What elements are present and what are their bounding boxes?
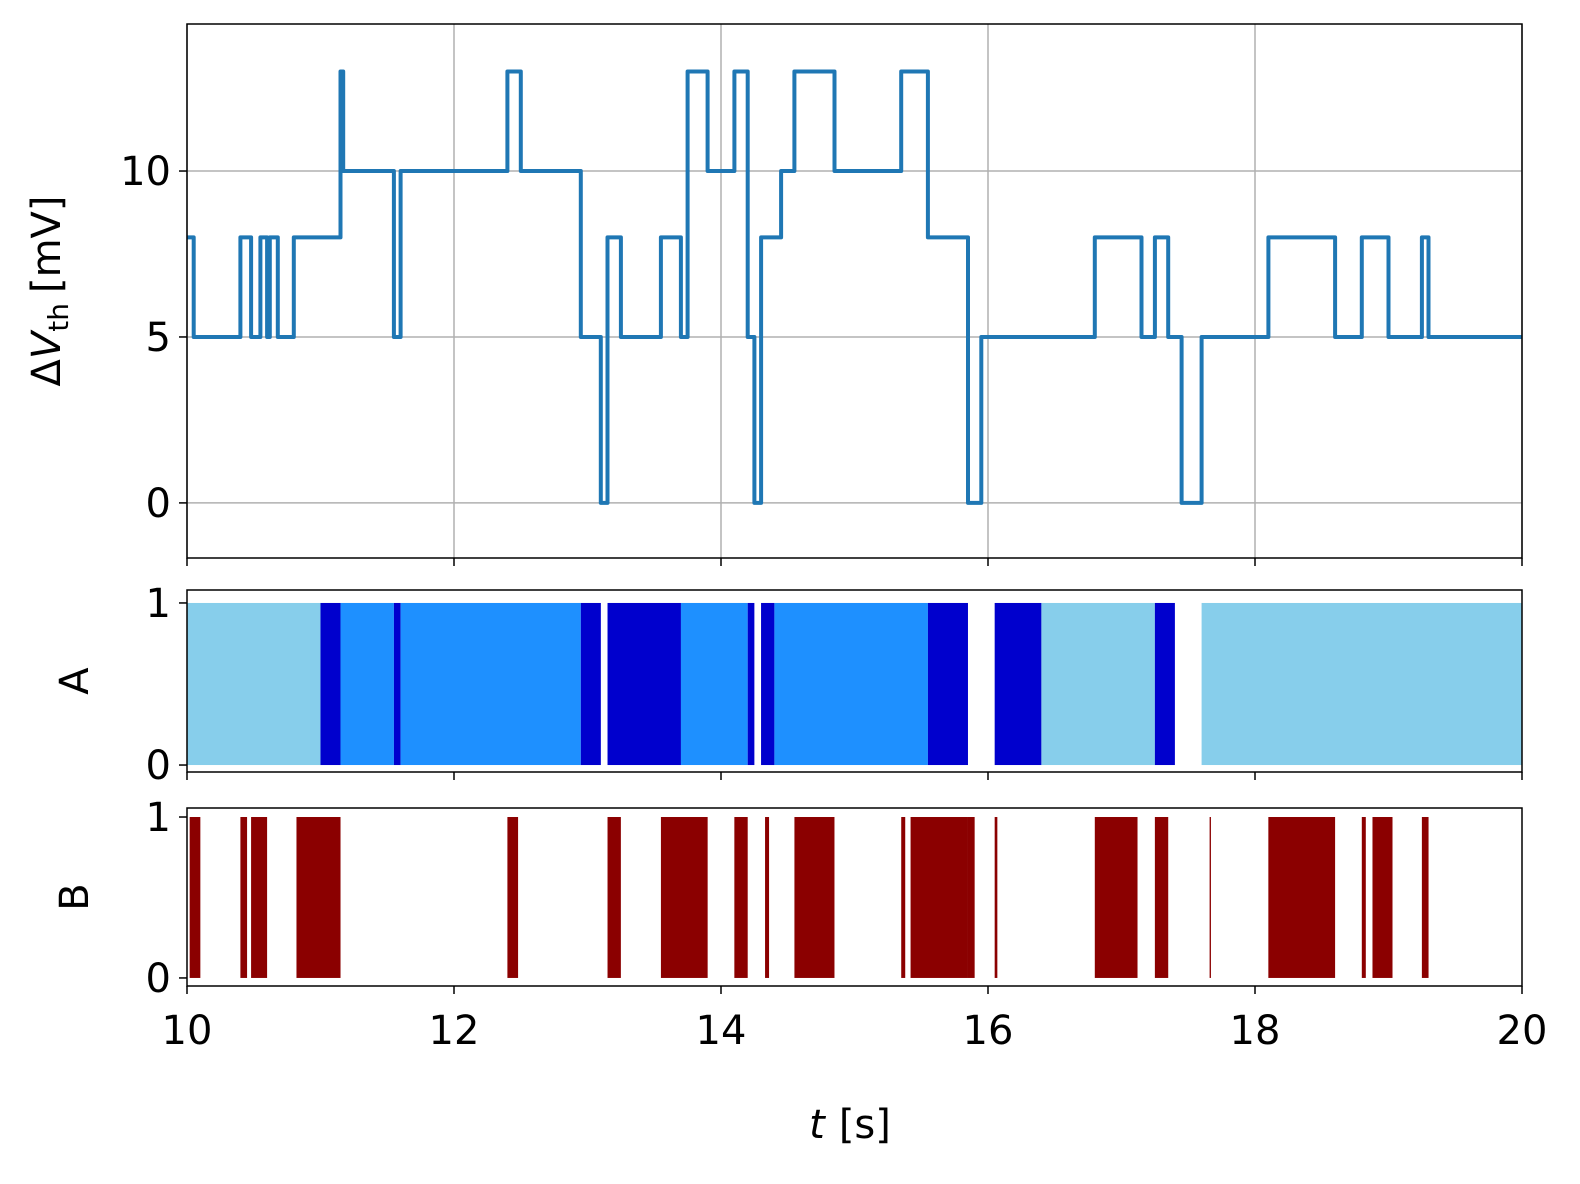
x-tick-label: 20 — [1497, 1008, 1548, 1054]
x-tick-label: 14 — [696, 1008, 747, 1054]
span-bar — [747, 602, 755, 766]
y-axis-label: B — [52, 883, 98, 910]
span-bar — [774, 602, 928, 766]
label-part: t — [809, 1102, 826, 1148]
span-bar — [994, 602, 1042, 766]
y-tick-label: 1 — [146, 795, 171, 841]
y-tick-label: 1 — [146, 581, 171, 627]
span-bar — [734, 817, 748, 978]
span-bar — [794, 817, 835, 978]
span-bar — [240, 817, 248, 978]
span-bar — [660, 817, 708, 978]
label-part: V — [24, 329, 70, 359]
span-bar — [607, 817, 621, 978]
span-bar — [187, 602, 321, 766]
span-bar — [1201, 602, 1522, 766]
x-tick-label: 16 — [963, 1008, 1014, 1054]
span-bar — [761, 602, 775, 766]
y-axis-label: A — [52, 667, 98, 695]
x-axis-label: t [s] — [809, 1102, 891, 1148]
span-bar — [320, 602, 341, 766]
label-part: th — [42, 303, 75, 332]
span-bar — [910, 817, 968, 978]
span-bar — [967, 817, 975, 978]
label-part: Δ — [24, 359, 70, 387]
span-bar — [580, 602, 601, 766]
span-bar — [901, 817, 906, 978]
span-bar — [1268, 817, 1336, 978]
span-bar — [340, 602, 394, 766]
span-bar — [994, 817, 998, 978]
data-line — [187, 69, 1522, 505]
span-bar — [507, 817, 519, 978]
x-tick-label: 12 — [429, 1008, 480, 1054]
span-bar — [765, 817, 770, 978]
label-part: [s] — [839, 1102, 891, 1148]
span-bar — [1209, 817, 1211, 978]
span-bar — [1372, 817, 1393, 978]
span-bar — [296, 817, 341, 978]
span-bar — [680, 602, 748, 766]
span-bar — [400, 602, 581, 766]
axes-frame — [186, 807, 1523, 987]
label-part: [mV] — [24, 195, 70, 293]
span-bar — [1041, 602, 1155, 766]
span-bar — [1094, 817, 1138, 978]
span-bar — [1421, 817, 1429, 978]
span-bar — [189, 817, 201, 978]
y-tick-label: 5 — [146, 315, 171, 361]
span-bar — [1154, 602, 1175, 766]
y-tick-label: 0 — [146, 481, 171, 527]
span-bar — [927, 602, 968, 766]
axes-frame — [186, 23, 1523, 559]
span-bar — [251, 817, 268, 978]
span-bar — [1154, 817, 1169, 978]
span-bar — [393, 602, 401, 766]
span-bar — [1361, 817, 1366, 978]
axes-frame — [186, 589, 1523, 773]
x-tick-label: 10 — [162, 1008, 213, 1054]
y-tick-label: 0 — [146, 956, 171, 1002]
y-tick-label: 10 — [120, 149, 171, 195]
y-axis-label: ΔVth [mV] — [24, 195, 75, 386]
y-tick-label: 0 — [146, 743, 171, 789]
span-bar — [607, 602, 681, 766]
x-tick-label: 18 — [1230, 1008, 1281, 1054]
